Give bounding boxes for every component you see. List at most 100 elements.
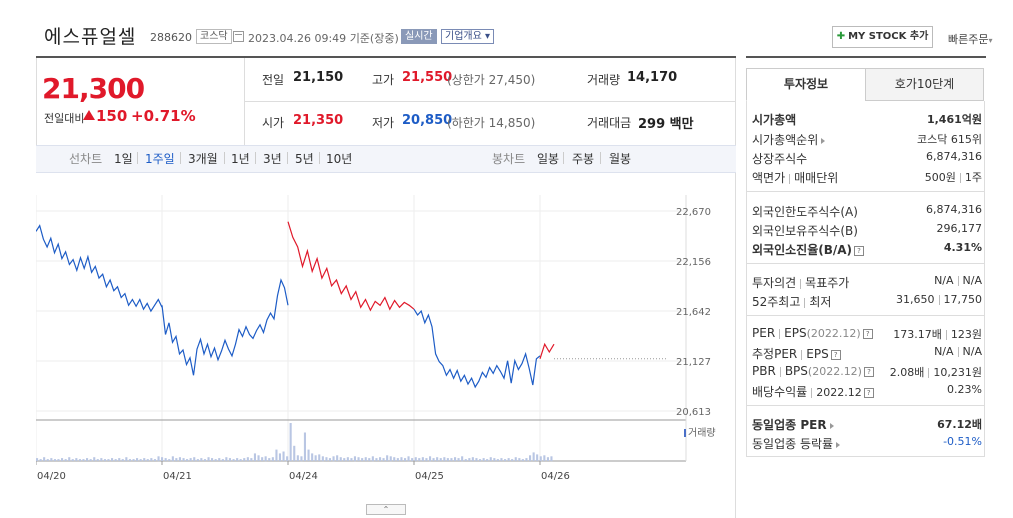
- volume-bar: [389, 456, 392, 462]
- prev-close-value: 21,150: [293, 70, 344, 85]
- volume-bar: [71, 459, 74, 461]
- volume-bar: [343, 458, 346, 461]
- volume-bar: [507, 458, 510, 461]
- tab-1week[interactable]: 1주일: [145, 152, 175, 166]
- volume-bar: [489, 457, 492, 461]
- info-row[interactable]: 동일업종 PER 67.12배: [752, 416, 982, 433]
- volume-bar: [450, 458, 453, 461]
- prev-close-label: 전일: [262, 73, 285, 87]
- help-icon[interactable]: ?: [830, 349, 841, 360]
- upper-limit: (상한가 27,450): [447, 73, 536, 87]
- volume-bar: [407, 456, 410, 462]
- volume-bar: [36, 458, 39, 461]
- volume-bar: [382, 458, 385, 461]
- volume-bar: [261, 457, 264, 461]
- tab-3month[interactable]: 3개월: [188, 152, 218, 166]
- y-axis-labels: 22,670 22,156 21,642 21,127 20,613: [676, 207, 711, 418]
- stock-name: 에스퓨얼셀: [44, 26, 137, 48]
- chart-grid: [36, 195, 687, 465]
- volume-bar: [103, 459, 106, 461]
- volume-bar: [446, 458, 449, 461]
- info-row[interactable]: 시가총액순위 코스닥 615위: [752, 131, 982, 148]
- volume-bar: [429, 456, 432, 462]
- per-label: PER: [752, 326, 776, 340]
- section-divider: [747, 315, 984, 316]
- period-toolbar: [36, 145, 736, 173]
- volume-bar: [529, 455, 532, 461]
- help-icon[interactable]: ?: [863, 387, 874, 398]
- volume-bar: [371, 456, 374, 462]
- side-tabs: 투자정보 호가10단계: [746, 68, 984, 101]
- volume-bar: [482, 458, 485, 461]
- volume-bar: [379, 457, 382, 461]
- tab-separator: [180, 152, 181, 164]
- volume-bar: [128, 459, 131, 461]
- dividend-period: 2022.12: [816, 386, 862, 399]
- info-row[interactable]: 동일업종 등락률 -0.51%: [752, 435, 982, 452]
- quick-order-button[interactable]: 빠른주문▾: [948, 33, 993, 46]
- collapse-chart-button[interactable]: ⌃: [366, 504, 406, 515]
- volume-legend-marker: [684, 429, 686, 437]
- target-price-label: 목표주가: [805, 276, 850, 290]
- volume-bar: [439, 458, 442, 461]
- volume-bar: [518, 458, 521, 461]
- realtime-badge[interactable]: 실시간: [401, 29, 437, 44]
- y-tick-label: 21,642: [676, 307, 711, 318]
- change-value: 150: [96, 107, 128, 125]
- volume-bar: [136, 458, 139, 461]
- volume-bar: [300, 456, 303, 462]
- section-divider: [747, 191, 984, 192]
- volume-bar: [464, 459, 467, 461]
- tab-daily-candle[interactable]: 일봉: [537, 152, 560, 166]
- market-badge: 코스닥: [196, 29, 232, 44]
- volume-bar: [454, 457, 457, 461]
- tab-3year[interactable]: 3년: [263, 152, 282, 166]
- volume-bar: [232, 459, 235, 461]
- per-value: 173.17배: [893, 328, 942, 341]
- help-icon[interactable]: ?: [863, 366, 874, 377]
- tab-1year[interactable]: 1년: [231, 152, 250, 166]
- volume-bar: [328, 458, 331, 461]
- open-value: 21,350: [293, 113, 344, 128]
- tab-weekly-candle[interactable]: 주봉: [572, 152, 595, 166]
- volume-bar: [364, 457, 367, 461]
- tab-1day[interactable]: 1일: [114, 152, 133, 166]
- header-divider: [36, 56, 736, 58]
- volume-bar: [139, 459, 142, 461]
- high-label: 고가: [372, 73, 395, 87]
- tab-invest-info[interactable]: 투자정보: [746, 68, 866, 101]
- volume-bar: [75, 458, 78, 461]
- 52w-low-label: 최저: [809, 295, 832, 309]
- current-price: 21,300: [42, 72, 145, 105]
- help-icon[interactable]: ?: [862, 328, 873, 339]
- corp-summary-dropdown[interactable]: 기업개요 ▾: [441, 29, 495, 44]
- volume-bar: [214, 459, 217, 461]
- volume-bar: [504, 459, 507, 461]
- foreign-ratio-value: 4.31%: [943, 241, 982, 254]
- mystock-add-button[interactable]: ✚ MY STOCK 추가: [832, 26, 933, 48]
- tab-10year[interactable]: 10년: [326, 152, 353, 166]
- volume-bar: [78, 459, 81, 461]
- x-tick-label: 04/20: [37, 471, 66, 482]
- volume-bar: [114, 459, 117, 461]
- foreign-limit-value: 6,874,316: [926, 203, 982, 216]
- volume-bar: [211, 458, 214, 461]
- tab-5year[interactable]: 5년: [295, 152, 314, 166]
- volume-bar: [68, 457, 71, 461]
- volume-bar: [278, 453, 281, 461]
- volume-bar: [396, 458, 399, 461]
- volume-bar: [393, 457, 396, 461]
- y-tick-label: 22,670: [676, 207, 711, 218]
- low-label: 저가: [372, 116, 395, 130]
- tab-monthly-candle[interactable]: 월봉: [609, 152, 632, 166]
- volume-bar: [146, 459, 149, 461]
- x-tick-label: 04/21: [163, 471, 192, 482]
- volume-bar: [332, 456, 335, 462]
- tab-orderbook[interactable]: 호가10단계: [865, 68, 984, 101]
- volume-bar: [514, 457, 517, 461]
- help-icon[interactable]: ?: [854, 245, 865, 256]
- info-row: 배당수익률 2022.12? 0.23%: [752, 383, 982, 400]
- dividend-yield-value: 0.23%: [947, 383, 982, 396]
- volume-bar: [132, 459, 135, 461]
